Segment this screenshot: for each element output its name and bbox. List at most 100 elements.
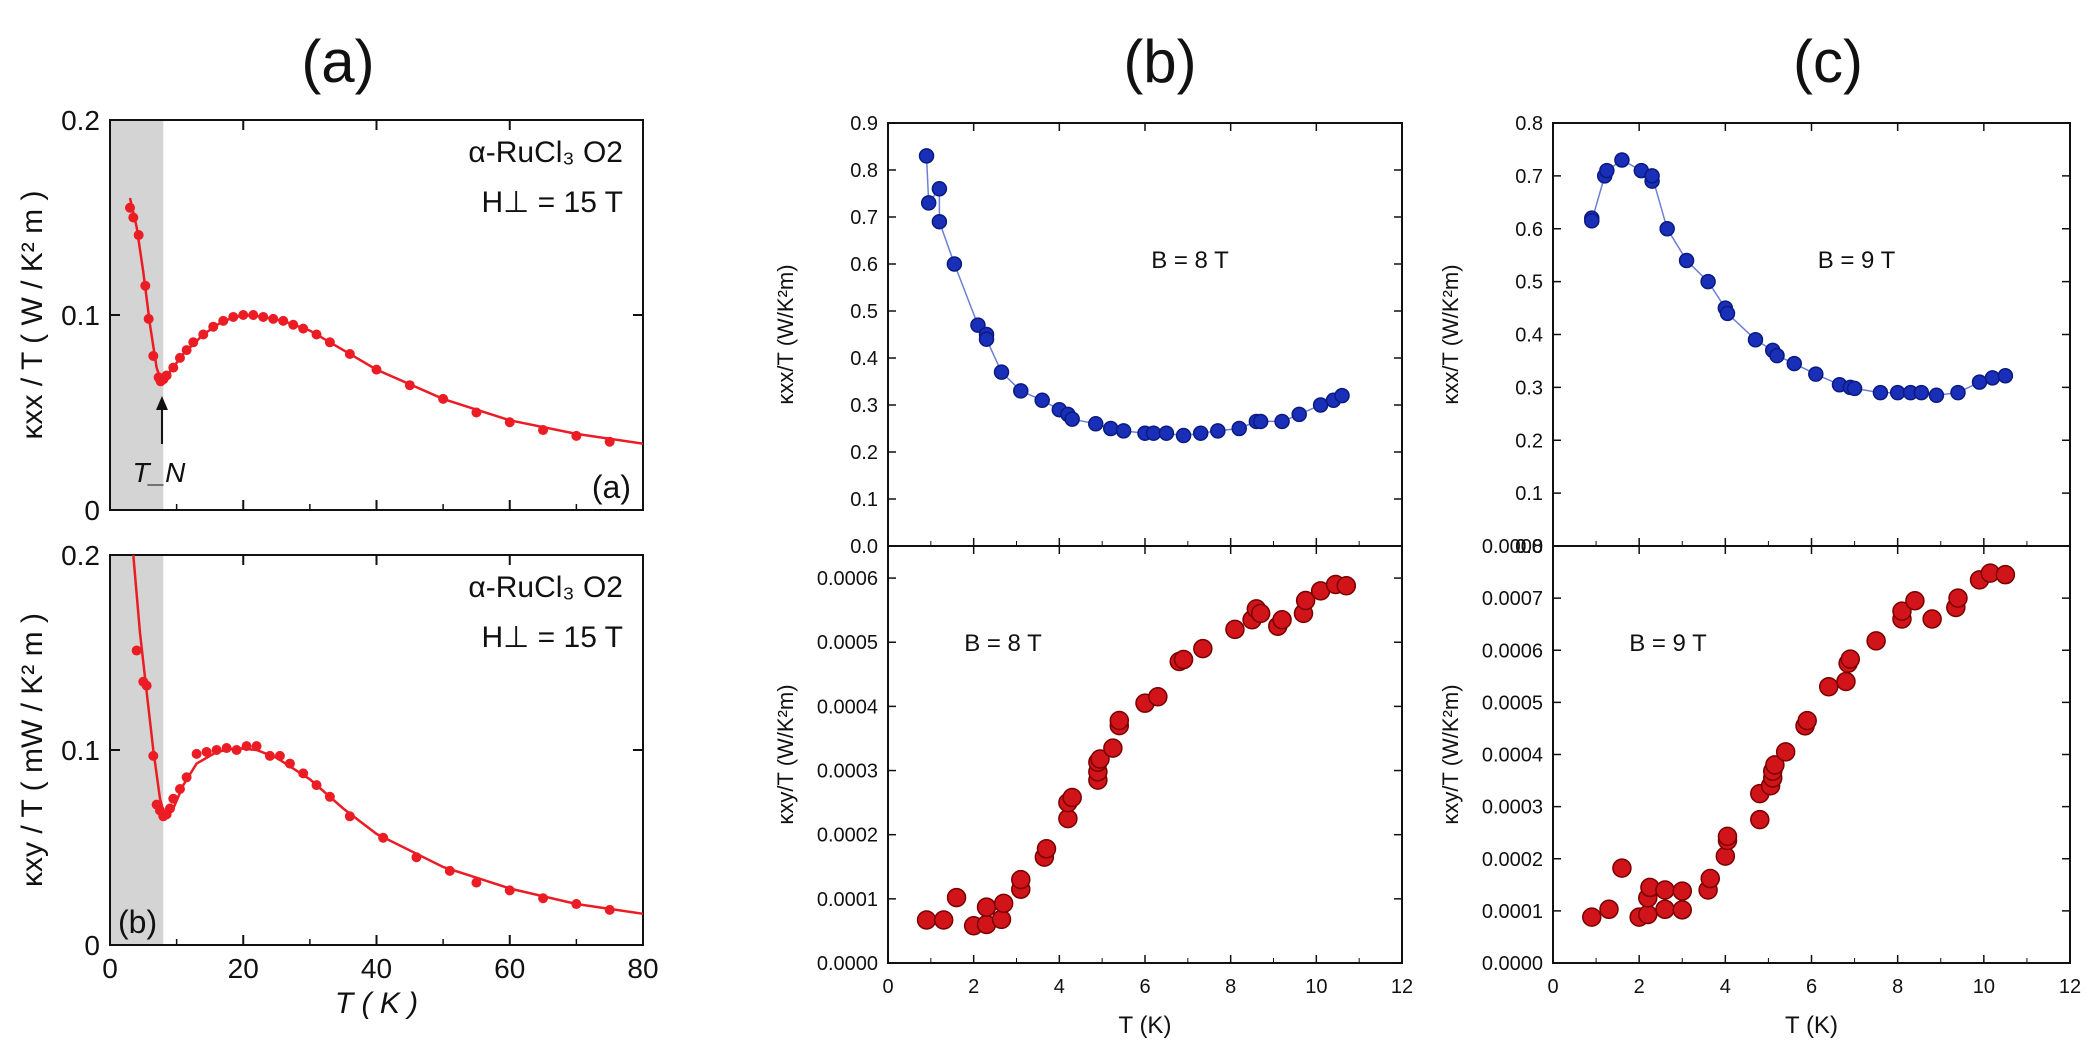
y-tick-label: 0.1 [61,300,100,331]
data-point [1905,590,1925,611]
y-tick-label: 0.7 [850,207,878,229]
data-point [1995,564,2016,585]
data-point [1644,168,1660,184]
data-point [208,321,219,332]
data-point [1747,332,1764,348]
data-point [471,407,482,418]
data-point [1272,610,1292,630]
x-tick-label: 20 [228,953,259,984]
data-point [1193,638,1213,659]
data-point [1700,273,1716,290]
panel-label-a: (a) [301,28,374,95]
data-point [993,893,1014,914]
data-point [238,310,249,320]
data-point [1719,305,1736,322]
x-tick-label: 2 [1634,976,1645,998]
data-point [1145,425,1162,441]
data-point [231,745,242,755]
data-point [504,417,515,428]
x-tick-label: 6 [1139,976,1150,998]
field-label: B = 8 T [964,630,1042,657]
data-point [1231,420,1247,437]
y-tick-label: 0.0005 [1482,692,1543,714]
data-point [148,750,159,761]
data-point [174,784,185,794]
data-point [1295,590,1316,611]
data-point [411,852,422,863]
data-point [1678,252,1695,269]
data-point [1808,366,1824,382]
data-point [976,897,997,917]
data-point [1672,900,1692,920]
fit-curve [128,197,644,445]
data-point [604,436,615,447]
data-point [538,425,549,436]
data-point [991,909,1012,930]
data-point [1173,649,1194,670]
data-point [344,811,355,822]
y-axis-label: κxx/T (W/K²m) [1438,264,1463,404]
data-point [161,370,172,381]
chart-c-top: 0.0 0.1 0.2 0.3 0.4 0.5 0.6 0.7 0.8 B = 9 T κxx/T … [1438,113,2071,558]
x-tick-label: 40 [361,953,392,984]
data-point [1036,839,1057,859]
data-point [191,748,202,759]
data-point [284,758,295,769]
data-point [1102,420,1119,437]
data-point [274,750,285,761]
y-tick-label: 0.0 [850,536,878,558]
data-point [251,741,262,752]
chart-a-top: 0 0.1 0.2 κxx / T ( W / K² m ) α-RuCl₃ O2 H⊥ … [16,105,644,526]
data-point [1950,384,1966,401]
field-label: B = 9 T [1629,630,1707,657]
data-point [181,345,192,356]
data-point [1148,687,1168,707]
data-point [1334,387,1350,404]
x-axis-label: T ( K ) [335,987,418,1020]
field-label: H⊥ = 15 T [482,186,623,219]
data-point [1614,152,1630,168]
data-point [1584,213,1600,229]
x-tick-label: 80 [627,953,658,984]
y-tick-label: 0.2 [850,442,878,464]
data-point [404,380,415,391]
chart-b-bottom: 0.0000 0.0001 0.0002 0.0003 0.0004 0.0005 0.00… [773,545,1413,1039]
axes-frame [887,122,1403,547]
y-tick-label: 0.1 [61,735,100,766]
x-axis-label: T (K) [1119,1012,1172,1039]
data-point [324,337,335,348]
data-point [131,645,142,656]
data-point [1717,826,1738,847]
x-tick-label: 0 [1547,976,1558,998]
y-tick-label: 0.6 [850,254,878,276]
data-point [311,329,322,340]
data-point [1866,631,1886,651]
data-point [920,195,937,211]
panel-label-c: (c) [1793,28,1863,95]
y-tick-label: 0 [84,930,100,961]
data-point [133,230,144,241]
chart-c-bottom: 0.00000.00010.00020.00030.00040.00050.00… [1438,536,2081,1039]
subpanel-tag: (a) [592,469,631,505]
data-point [1765,755,1785,775]
data-point [978,331,995,347]
x-tick-label: 4 [1054,976,1065,998]
data-point [1750,809,1770,830]
x-tick-label: 0 [102,953,118,984]
y-tick-label: 0.2 [1515,430,1543,452]
x-tick-label: 6 [1806,976,1817,998]
x-tick-label: 12 [1391,976,1413,998]
data-point [1769,347,1785,364]
data-point [344,349,355,359]
data-point [1175,427,1192,444]
y-axis-label: κxx/T (W/K²m) [773,264,798,404]
x-tick-label: 10 [1973,976,1995,998]
data-point [993,364,1010,380]
data-point [248,310,259,320]
data-point [168,793,179,804]
data-point [221,743,232,754]
chart-a-bottom: 0 0.1 0.2 0 20 40 60 80 κxy / T ( mW / K² m ) T (… [16,540,659,1020]
data-point [933,910,954,930]
y-axis-label: κxy/T (W/K²m) [773,684,798,824]
